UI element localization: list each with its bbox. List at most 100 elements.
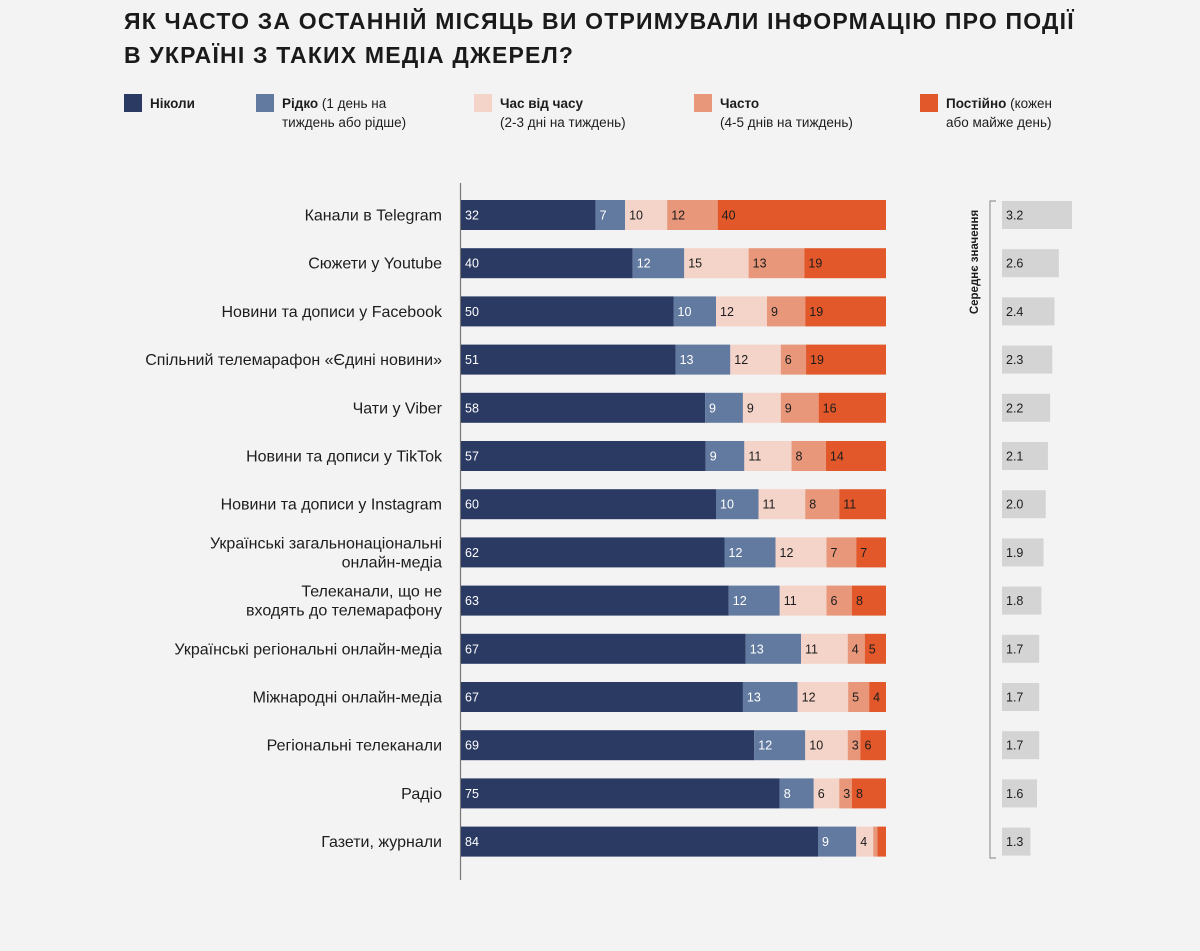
mean-bar bbox=[1002, 634, 1040, 663]
bar-value-label: 9 bbox=[747, 401, 754, 415]
bar-value-label: 10 bbox=[720, 498, 734, 512]
bar-segment bbox=[748, 248, 805, 279]
bar-value-label: 9 bbox=[709, 401, 716, 415]
legend-swatch-rarely bbox=[256, 94, 274, 112]
legend-swatch-often bbox=[694, 94, 712, 112]
bar-value-label: 3 bbox=[843, 787, 850, 801]
bar-segment bbox=[826, 585, 852, 616]
bar-value-label: 60 bbox=[465, 498, 479, 512]
legend-label-constantly-rest: (кожен bbox=[1006, 96, 1052, 111]
legend-swatch-constantly bbox=[920, 94, 938, 112]
bar-value-label: 57 bbox=[465, 450, 479, 464]
bar-value-label: 13 bbox=[753, 257, 767, 271]
mean-value-label: 1.7 bbox=[1006, 642, 1023, 656]
category-label: Українські загальнонаціональні онлайн-мед… bbox=[210, 535, 442, 571]
category-label: Міжнародні онлайн-медіа bbox=[253, 690, 442, 707]
bar-value-label: 6 bbox=[865, 739, 872, 753]
mean-value-label: 2.2 bbox=[1006, 401, 1023, 415]
bar-segment bbox=[673, 296, 716, 327]
bar-value-label: 14 bbox=[830, 450, 844, 464]
bar-segment bbox=[852, 585, 886, 616]
category-label: Українські регіональні онлайн-медіа bbox=[174, 641, 442, 658]
bar-value-label: 51 bbox=[465, 353, 479, 367]
bar-value-label: 10 bbox=[809, 739, 823, 753]
chart-title-line1: ЯК ЧАСТО ЗА ОСТАННІЙ МІСЯЦЬ ВИ ОТРИМУВАЛ… bbox=[124, 8, 1075, 34]
bar-segment bbox=[461, 778, 780, 809]
bar-value-label: 5 bbox=[852, 691, 859, 705]
bar-segment bbox=[684, 248, 749, 279]
category-label: Газети, журнали bbox=[321, 834, 442, 851]
bar-segment bbox=[461, 200, 596, 230]
mean-value-label: 3.2 bbox=[1006, 209, 1023, 223]
bar-value-label: 13 bbox=[750, 642, 764, 656]
bar-segment bbox=[461, 489, 716, 520]
bar-segment bbox=[705, 441, 745, 471]
bar-segment bbox=[805, 296, 886, 327]
bar-segment bbox=[869, 682, 886, 712]
bar-value-label: 40 bbox=[465, 257, 479, 271]
bar-segment bbox=[848, 682, 870, 712]
mean-bar bbox=[1002, 779, 1037, 808]
legend-item-often: Часто (4-5 днів на тиждень) bbox=[694, 94, 853, 132]
bar-value-label: 11 bbox=[843, 498, 856, 512]
mean-bar bbox=[1002, 442, 1048, 470]
bar-segment bbox=[461, 682, 743, 712]
bar-segment bbox=[806, 344, 886, 375]
bar-segment bbox=[675, 344, 731, 375]
bar-value-label: 12 bbox=[734, 353, 748, 367]
bar-value-label: 4 bbox=[873, 691, 880, 705]
bar-segment bbox=[779, 585, 827, 616]
mean-value-label: 1.6 bbox=[1006, 787, 1023, 801]
bar-value-label: 7 bbox=[860, 546, 867, 560]
mean-value-label: 1.7 bbox=[1006, 739, 1023, 753]
bar-value-label: 9 bbox=[822, 835, 829, 849]
bar-segment bbox=[461, 441, 706, 471]
mean-bar bbox=[1002, 249, 1059, 278]
bar-value-label: 10 bbox=[629, 209, 643, 223]
bar-value-label: 8 bbox=[796, 450, 803, 464]
mean-bar bbox=[1002, 490, 1046, 519]
bar-segment bbox=[461, 826, 818, 857]
bar-segment bbox=[767, 296, 806, 327]
bar-value-label: 9 bbox=[771, 305, 778, 319]
bar-segment bbox=[716, 296, 767, 327]
bar-segment bbox=[716, 489, 759, 520]
bar-segment bbox=[780, 344, 807, 375]
bar-segment bbox=[461, 730, 755, 761]
legend-label-rarely-rest: (1 день на bbox=[318, 96, 387, 111]
bar-segment bbox=[595, 200, 626, 230]
bar-segment bbox=[758, 489, 806, 520]
bar-value-label: 32 bbox=[465, 209, 479, 223]
bar-segment bbox=[717, 200, 886, 230]
bar-segment bbox=[461, 248, 633, 279]
legend-swatch-never bbox=[124, 94, 142, 112]
category-label: Новини та дописи у Instagram bbox=[221, 497, 442, 514]
mean-value-label: 1.7 bbox=[1006, 691, 1023, 705]
bar-segment bbox=[745, 633, 801, 664]
bar-segment bbox=[728, 585, 780, 616]
mean-value-label: 1.8 bbox=[1006, 594, 1023, 608]
legend-label-never: Ніколи bbox=[150, 96, 195, 111]
bar-value-label: 12 bbox=[780, 546, 794, 560]
category-label: Телеканали, що не входять до телемарафону bbox=[246, 584, 442, 620]
bar-value-label: 8 bbox=[784, 787, 791, 801]
bar-value-label: 12 bbox=[729, 546, 743, 560]
bar-value-label: 8 bbox=[809, 498, 816, 512]
bar-value-label: 16 bbox=[823, 401, 837, 415]
bar-value-label: 19 bbox=[810, 353, 824, 367]
bar-value-label: 12 bbox=[758, 739, 772, 753]
bar-value-label: 6 bbox=[818, 787, 825, 801]
bar-segment bbox=[813, 778, 840, 809]
bar-value-label: 84 bbox=[465, 835, 479, 849]
bar-value-label: 5 bbox=[869, 642, 876, 656]
legend-sub-sometimes: (2-3 дні на тиждень) bbox=[500, 115, 626, 130]
bar-segment bbox=[461, 585, 729, 616]
bar-segment bbox=[856, 826, 874, 857]
bar-value-label: 8 bbox=[856, 787, 863, 801]
category-label: Спільний телемарафон «Єдині новини» bbox=[145, 352, 442, 369]
mean-bar bbox=[1002, 586, 1042, 615]
bar-segment bbox=[847, 730, 861, 761]
bar-segment bbox=[775, 537, 827, 568]
bar-value-label: 13 bbox=[680, 353, 694, 367]
